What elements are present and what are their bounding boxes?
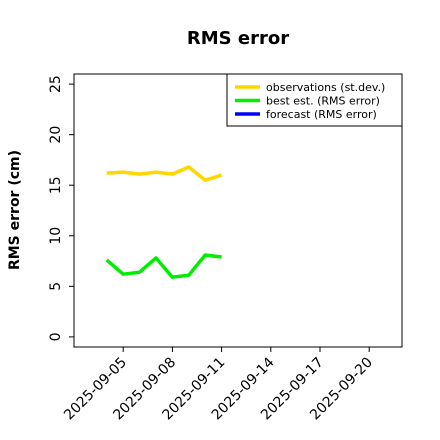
x-axis: 2025-09-052025-09-082025-09-112025-09-14… (61, 347, 376, 423)
series-line (106, 165, 223, 182)
y-tick-label: 20 (48, 126, 64, 144)
y-tick-label: 5 (48, 282, 64, 291)
legend: observations (st.dev.)best est. (RMS err… (226, 73, 403, 127)
y-tick-label: 10 (48, 227, 64, 245)
series-line (105, 253, 222, 279)
legend-label: observations (st.dev.) (266, 81, 385, 94)
y-tick-label: 15 (48, 176, 64, 194)
legend-label: forecast (RMS error) (266, 108, 377, 121)
y-tick-label: 25 (48, 75, 64, 93)
y-axis-label: RMS error (cm) (7, 150, 23, 270)
y-axis: 0 5 10 15 20 25 (48, 75, 74, 341)
chart-title: RMS error (187, 28, 289, 49)
series-group (105, 165, 223, 279)
y-tick-label: 0 (48, 332, 64, 341)
legend-label: best est. (RMS error) (266, 95, 380, 108)
